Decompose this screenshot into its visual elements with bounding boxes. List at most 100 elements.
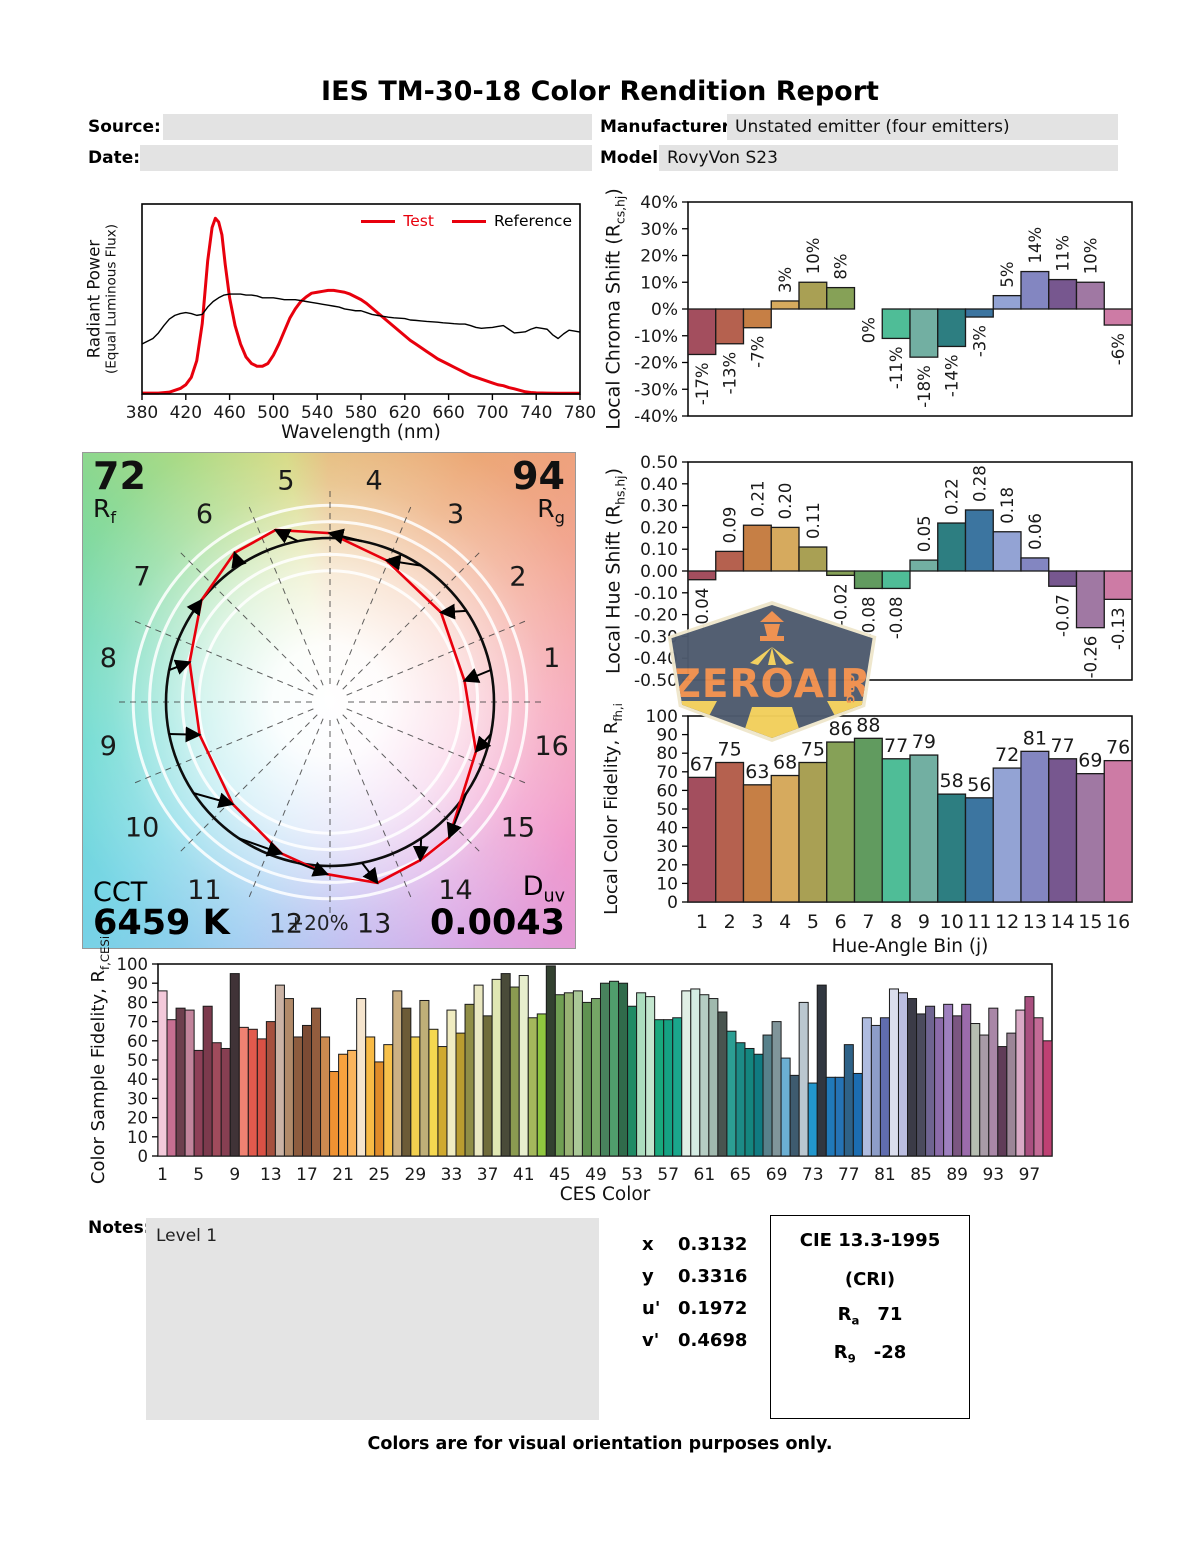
ces-fidelity-chart: 100 90 80 70 60 50 40 30 20 10 0 1 5 9 13 17 21 25 29 33 37 4… [78,936,1148,1212]
svg-text:-0.30: -0.30 [634,627,678,647]
svg-text:3%: 3% [776,267,795,293]
svg-text:12: 12 [269,909,303,940]
svg-text:85: 85 [910,1165,932,1185]
svg-text:380: 380 [126,403,158,423]
svg-text:56: 56 [967,774,991,796]
svg-text:14%: 14% [1026,227,1045,264]
svg-text:80: 80 [127,993,148,1012]
svg-text:-0.10: -0.10 [634,584,678,604]
svg-text:1: 1 [157,1165,168,1185]
svg-text:7: 7 [133,561,150,592]
local-fidelity-ylabel: Local Color Fidelity, Rfh,i [601,703,625,915]
svg-text:8%: 8% [832,253,851,279]
svg-text:16: 16 [1106,911,1130,933]
svg-text:0.05: 0.05 [915,515,934,552]
svg-text:6: 6 [835,911,847,933]
svg-text:0.28: 0.28 [970,465,989,502]
svg-text:80: 80 [656,744,678,764]
svg-text:60: 60 [127,1032,148,1051]
svg-text:10: 10 [940,911,964,933]
svg-text:-0.40: -0.40 [634,649,678,669]
watermark-brand: ZEROAIR [672,662,872,707]
svg-text:81: 81 [1023,727,1047,749]
svg-text:0.20: 0.20 [640,518,678,538]
svg-text:68: 68 [773,752,797,774]
svg-text:420: 420 [170,403,202,423]
svg-text:8: 8 [100,643,117,674]
svg-text:21: 21 [332,1165,354,1185]
svg-text:7: 7 [862,911,874,933]
svg-text:620: 620 [389,403,421,423]
svg-text:29: 29 [405,1165,427,1185]
cct-value: 6459 K [93,903,230,944]
svg-text:20: 20 [656,856,678,876]
cri-box: CIE 13.3-1995 (CRI) Ra 71 R9 -28 [770,1215,970,1419]
chroma-shift-ylabel: Local Chroma Shift (Rcs,hj) [602,188,628,430]
source-label: Source: [88,117,161,137]
rf-stat: 72 Rf [93,457,146,526]
svg-text:50: 50 [127,1051,148,1070]
svg-text:0.40: 0.40 [640,475,678,495]
svg-text:70: 70 [656,763,678,783]
svg-text:-11%: -11% [887,346,906,389]
svg-text:17: 17 [296,1165,318,1185]
chromaticity-row-y: y 0.3316 [642,1266,748,1287]
svg-text:79: 79 [912,731,936,753]
svg-text:-0.50: -0.50 [634,671,678,691]
spd-plot: 380 420 460 500 540 580 620 660 700 740 780 [126,203,596,423]
svg-text:89: 89 [946,1165,968,1185]
hue-shift-chart: 0.50 0.40 0.30 0.20 0.10 0.00 -0.10 -0.20 -0.30-… [598,448,1173,698]
svg-text:70: 70 [127,1013,148,1032]
svg-text:75: 75 [718,739,742,761]
source-field[interactable] [163,114,592,140]
svg-text:8: 8 [890,911,902,933]
svg-text:660: 660 [432,403,464,423]
spd-xlabel: Wavelength (nm) [281,422,441,443]
svg-text:0.30: 0.30 [640,497,678,517]
svg-text:100: 100 [117,955,149,974]
svg-text:0.10: 0.10 [640,540,678,560]
legend-item-test: Test [361,212,434,230]
svg-text:16: 16 [534,731,568,762]
svg-text:500: 500 [257,403,289,423]
chromaticity-row-x: x 0.3132 [642,1234,748,1255]
notes-field[interactable]: Level 1 [146,1218,599,1420]
hue-shift-plot: 0.500.400.300.200.100.00-0.10-0.20-0.30-… [634,453,1133,691]
reference-legend-label: Reference [493,212,572,230]
model-value: RovyVon S23 [659,145,1118,171]
svg-text:0.18: 0.18 [998,487,1017,524]
svg-text:1: 1 [543,643,560,674]
svg-text:-0.08: -0.08 [887,596,906,639]
svg-text:6: 6 [196,499,213,530]
duv-symbol: Duv [522,871,565,907]
svg-text:2: 2 [509,561,526,592]
svg-text:11: 11 [967,911,991,933]
notes-label: Notes: [88,1218,151,1238]
svg-text:-0.08: -0.08 [859,596,878,639]
svg-text:-17%: -17% [693,362,712,405]
rf-symbol: Rf [93,493,117,527]
svg-text:13: 13 [260,1165,282,1185]
svg-text:460: 460 [213,403,245,423]
svg-text:540: 540 [301,403,333,423]
svg-text:0.06: 0.06 [1026,513,1045,550]
svg-text:0.21: 0.21 [748,480,767,517]
duv-stat: Duv 0.0043 [430,873,565,942]
svg-text:72: 72 [995,744,1019,766]
local-fidelity-chart: 100 90 80 70 60 50 40 30 20 10 0 67 1 75 2 63 3 68 4 75 5 86 6… [598,700,1173,962]
svg-text:-6%: -6% [1109,333,1128,365]
svg-text:580: 580 [345,403,377,423]
chromaticity-row-v: v' 0.4698 [642,1330,748,1351]
svg-text:25: 25 [368,1165,390,1185]
svg-text:-30%: -30% [634,380,678,400]
svg-text:+20%: +20% [287,911,348,935]
svg-text:50: 50 [656,800,678,820]
local-fidelity-plot: 1009080706050403020100671752633684755866… [646,707,1133,933]
svg-text:60: 60 [656,781,678,801]
svg-text:33: 33 [441,1165,463,1185]
date-field[interactable] [140,145,592,171]
svg-text:9: 9 [918,911,930,933]
svg-text:5%: 5% [998,261,1017,287]
